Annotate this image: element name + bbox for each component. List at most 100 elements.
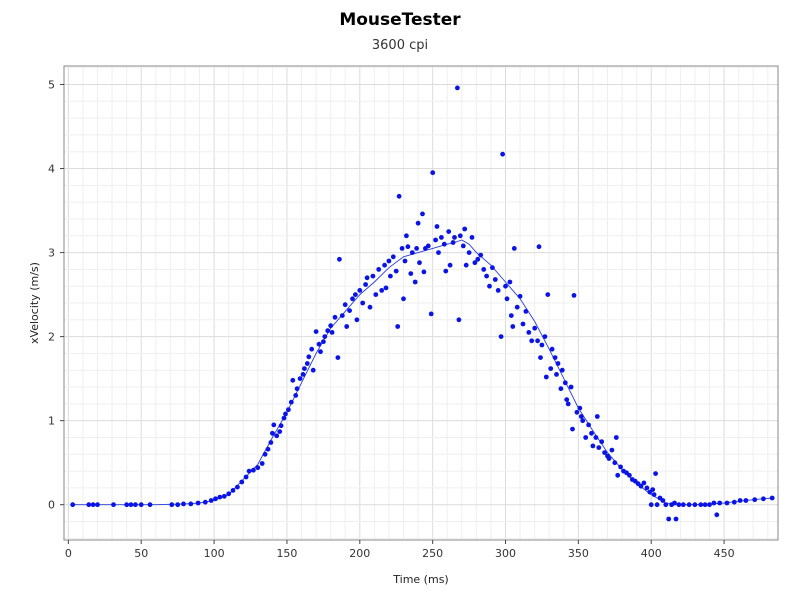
data-point bbox=[230, 488, 236, 493]
data-point bbox=[265, 446, 271, 452]
data-point bbox=[235, 484, 240, 490]
data-point bbox=[300, 372, 306, 377]
grid bbox=[64, 66, 778, 540]
data-point bbox=[306, 354, 312, 360]
data-point bbox=[347, 308, 352, 313]
data-point bbox=[707, 502, 712, 508]
data-point bbox=[676, 502, 682, 508]
data-point bbox=[401, 296, 406, 302]
data-point bbox=[618, 464, 623, 470]
data-point bbox=[379, 288, 385, 293]
y-tick-label: 1 bbox=[48, 415, 55, 428]
data-point bbox=[698, 502, 704, 508]
data-point bbox=[653, 471, 658, 476]
data-point bbox=[447, 262, 453, 268]
data-point bbox=[133, 502, 138, 508]
data-point bbox=[508, 313, 514, 318]
data-point bbox=[552, 355, 558, 360]
data-point bbox=[507, 279, 513, 285]
data-point bbox=[350, 296, 355, 302]
data-point bbox=[373, 292, 379, 297]
data-point bbox=[408, 271, 414, 276]
data-point bbox=[402, 258, 408, 264]
data-point bbox=[714, 512, 720, 518]
data-point bbox=[503, 283, 508, 289]
data-point bbox=[441, 241, 447, 247]
data-point bbox=[536, 244, 542, 250]
y-tick-label: 2 bbox=[48, 331, 55, 344]
data-point bbox=[570, 426, 575, 432]
data-point bbox=[549, 346, 555, 352]
data-point bbox=[545, 292, 551, 297]
data-point bbox=[278, 423, 284, 429]
data-point bbox=[382, 262, 387, 268]
y-tick-label: 0 bbox=[48, 499, 55, 512]
data-point bbox=[452, 235, 457, 240]
data-point bbox=[644, 485, 650, 491]
data-point bbox=[271, 422, 277, 428]
data-point bbox=[472, 260, 478, 266]
data-point bbox=[255, 465, 261, 471]
data-point bbox=[138, 502, 144, 508]
x-tick-label: 200 bbox=[349, 547, 370, 560]
data-point bbox=[90, 502, 96, 508]
data-point bbox=[329, 330, 335, 335]
data-point bbox=[562, 380, 568, 386]
chart-subtitle: 3600 cpi bbox=[371, 38, 429, 53]
data-point bbox=[484, 273, 489, 279]
x-tick-label: 450 bbox=[714, 547, 735, 560]
data-point bbox=[650, 487, 656, 492]
data-point bbox=[514, 304, 520, 310]
data-point bbox=[724, 500, 730, 506]
data-point bbox=[425, 243, 431, 249]
data-point bbox=[660, 498, 666, 503]
data-point bbox=[339, 313, 345, 318]
data-point bbox=[188, 501, 194, 507]
data-point bbox=[599, 439, 605, 445]
data-point bbox=[443, 268, 449, 274]
data-point bbox=[666, 516, 672, 522]
data-point bbox=[409, 250, 415, 256]
data-point bbox=[290, 377, 296, 383]
data-point bbox=[421, 269, 427, 275]
data-point bbox=[390, 254, 396, 260]
data-point bbox=[318, 349, 323, 355]
data-point bbox=[752, 497, 758, 503]
data-point bbox=[283, 411, 288, 417]
data-point bbox=[517, 293, 523, 299]
data-point bbox=[239, 479, 245, 485]
data-point bbox=[542, 334, 548, 339]
data-point bbox=[433, 237, 438, 243]
data-point bbox=[386, 258, 392, 264]
data-point bbox=[702, 502, 708, 508]
data-point bbox=[593, 435, 599, 440]
data-point bbox=[615, 472, 621, 478]
data-point bbox=[181, 501, 186, 507]
data-point bbox=[70, 502, 76, 508]
data-point bbox=[455, 85, 460, 91]
data-point bbox=[364, 275, 370, 281]
data-point bbox=[577, 405, 583, 411]
data-point bbox=[743, 498, 749, 503]
data-point bbox=[520, 321, 526, 327]
data-point bbox=[274, 433, 280, 439]
data-point bbox=[558, 386, 564, 392]
data-point bbox=[578, 414, 584, 419]
data-point bbox=[554, 372, 559, 377]
x-tick-label: 400 bbox=[641, 547, 662, 560]
data-point bbox=[328, 323, 334, 329]
data-point bbox=[580, 418, 586, 424]
x-tick-label: 150 bbox=[276, 547, 297, 560]
data-point bbox=[357, 288, 363, 293]
axes: 0 50 100 150 200 250 300 350 400 450 0 1 2 3 4 5 bbox=[48, 65, 779, 560]
data-point bbox=[262, 451, 268, 457]
data-point bbox=[511, 246, 517, 251]
data-point bbox=[590, 443, 596, 449]
data-point bbox=[293, 393, 299, 398]
data-point bbox=[344, 324, 350, 329]
plot-frame bbox=[63, 65, 779, 541]
data-point bbox=[463, 262, 469, 268]
data-point bbox=[399, 246, 405, 251]
data-point bbox=[436, 250, 441, 256]
